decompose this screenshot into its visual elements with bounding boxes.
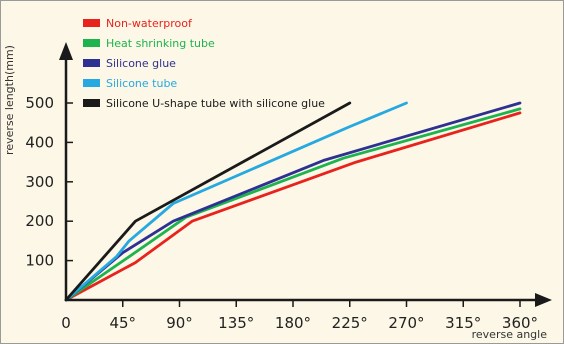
x-tick-label: 315° (445, 314, 481, 332)
y-tick-label: 200 (25, 212, 54, 230)
series-line-1 (64, 111, 522, 302)
x-tick-label: 0 (61, 314, 71, 332)
x-tick-label: 90° (166, 314, 193, 332)
ticks-layer: 0 45° 90° 135° 180° 225° 270° 315° 360° 100 200 300… (25, 94, 538, 332)
x-tick-label: 135° (218, 314, 254, 332)
y-axis-arrow (59, 42, 73, 60)
y-tick-label: 100 (25, 252, 54, 270)
y-tick-label: 300 (25, 173, 54, 191)
x-tick-label: 270° (388, 314, 424, 332)
series-line-4 (64, 101, 408, 302)
y-tick-label: 500 (25, 94, 54, 112)
legend-swatch-5 (83, 99, 100, 107)
legend-swatch-3 (83, 59, 100, 67)
legend-label-1: Non-waterproof (106, 17, 193, 30)
series-layer (64, 101, 522, 302)
legend-label-5: Silicone U-shape tube with silicone glue (106, 97, 325, 110)
legend-swatch-1 (83, 19, 100, 27)
legend-label-4: Silicone tube (106, 77, 177, 90)
series-line-2 (64, 107, 522, 302)
legend-label-2: Heat shrinking tube (106, 37, 215, 50)
x-tick-label: 180° (275, 314, 311, 332)
legend: Non-waterproof Heat shrinking tube Silicon… (83, 17, 325, 110)
x-axis-title: reverse angle (472, 328, 548, 341)
legend-swatch-2 (83, 39, 100, 47)
x-tick-label: 45° (109, 314, 136, 332)
legend-label-3: Silicone glue (106, 57, 176, 70)
y-tick-label: 400 (25, 133, 54, 151)
x-tick-label: 360° (502, 314, 538, 332)
x-axis-arrow (535, 293, 552, 307)
series-line-5 (64, 101, 352, 302)
legend-swatch-4 (83, 79, 100, 87)
y-axis-title: reverse length(mm) (3, 45, 16, 155)
x-tick-label: 225° (332, 314, 368, 332)
